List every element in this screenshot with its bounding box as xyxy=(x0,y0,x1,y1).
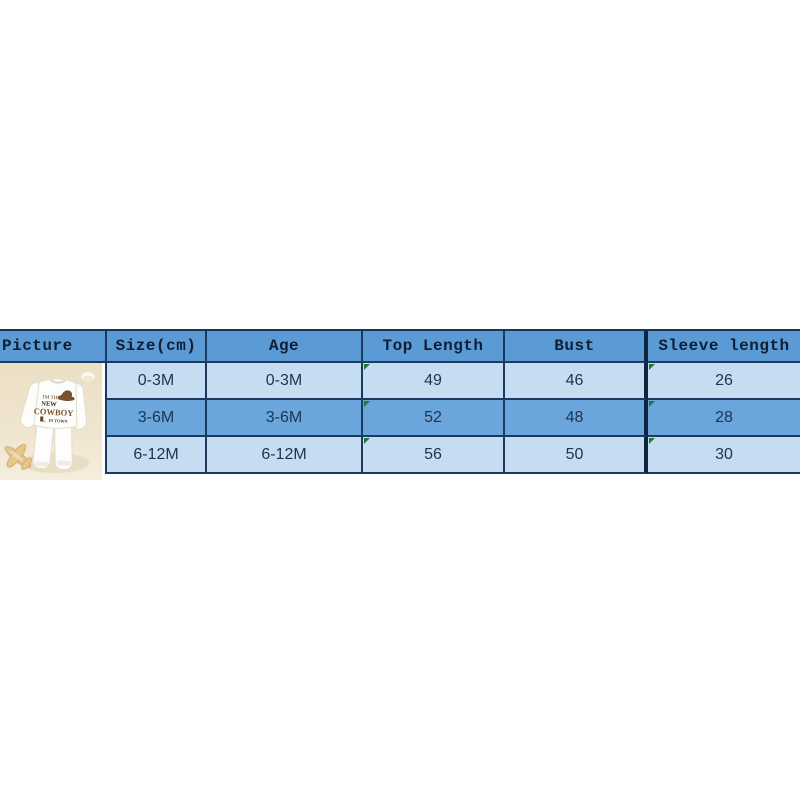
cell-corner-flag-icon xyxy=(649,438,655,444)
sleeve-length-value: 26 xyxy=(715,371,733,389)
svg-text:IN TOWN: IN TOWN xyxy=(49,418,68,424)
size-cell: 3-6M xyxy=(107,400,207,437)
size-cell: 0-3M xyxy=(107,363,207,400)
column-header-sleeve-length: Sleeve length xyxy=(648,331,800,363)
romper-illustration: I'M THE NEW COWBOY IN TOWN xyxy=(4,372,95,473)
column-header-age: Age xyxy=(207,331,363,363)
cowboy-hat-graphic xyxy=(57,390,75,401)
size-cell: 6-12M xyxy=(107,437,207,474)
cell-corner-flag-icon xyxy=(649,401,655,407)
airplane-toy xyxy=(4,443,33,471)
product-picture-cell: I'M THE NEW COWBOY IN TOWN xyxy=(0,363,107,480)
top-length-value: 52 xyxy=(424,408,442,426)
boot-graphic xyxy=(40,416,47,422)
cell-corner-flag-icon xyxy=(364,364,370,370)
top-length-cell: 56 xyxy=(363,437,505,474)
column-header-picture: Picture xyxy=(0,331,107,363)
svg-text:NEW: NEW xyxy=(41,400,57,408)
svg-text:COWBOY: COWBOY xyxy=(34,406,74,418)
bust-cell: 46 xyxy=(505,363,648,400)
sleeve-length-value: 28 xyxy=(715,408,733,426)
sleeve-length-cell: 30 xyxy=(648,437,800,474)
column-header-size: Size(cm) xyxy=(107,331,207,363)
column-header-top-length: Top Length xyxy=(363,331,505,363)
top-length-value: 56 xyxy=(424,445,442,463)
age-cell: 0-3M xyxy=(207,363,363,400)
sleeve-length-value: 30 xyxy=(715,445,733,463)
column-header-bust: Bust xyxy=(505,331,648,363)
cell-corner-flag-icon xyxy=(364,401,370,407)
top-length-cell: 49 xyxy=(363,363,505,400)
romper-graphic: I'M THE NEW COWBOY IN TOWN xyxy=(34,390,75,424)
size-chart-table: Picture Size(cm) Age Top Length Bust Sle… xyxy=(0,329,800,480)
sleeve-length-cell: 26 xyxy=(648,363,800,400)
bust-cell: 48 xyxy=(505,400,648,437)
small-puff xyxy=(81,372,95,382)
svg-text:I'M THE: I'M THE xyxy=(42,395,60,401)
product-photo: I'M THE NEW COWBOY IN TOWN xyxy=(0,363,102,480)
top-length-value: 49 xyxy=(424,371,442,389)
cell-corner-flag-icon xyxy=(364,438,370,444)
bust-cell: 50 xyxy=(505,437,648,474)
cell-corner-flag-icon xyxy=(649,364,655,370)
age-cell: 3-6M xyxy=(207,400,363,437)
age-cell: 6-12M xyxy=(207,437,363,474)
sleeve-length-cell: 28 xyxy=(648,400,800,437)
top-length-cell: 52 xyxy=(363,400,505,437)
